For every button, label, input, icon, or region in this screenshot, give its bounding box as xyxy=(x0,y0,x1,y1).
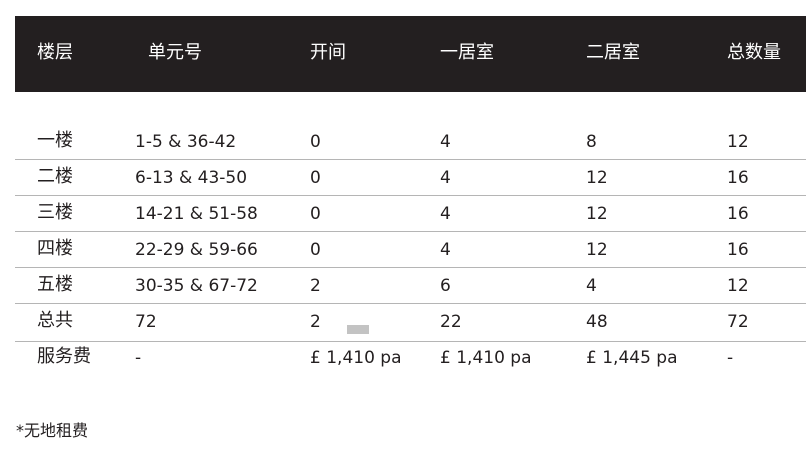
table-row: 服务费 - £ 1,410 pa £ 1,410 pa £ 1,445 pa - xyxy=(15,340,806,376)
header-studio: 开间 xyxy=(310,42,346,63)
table-cell: 三楼 xyxy=(37,202,73,223)
table-cell: 0 xyxy=(310,168,321,188)
footnote: *无地租费 xyxy=(16,421,89,440)
table-row: 一楼 1-5 & 36-42 0 4 8 12 xyxy=(15,124,806,160)
table-cell: 22 xyxy=(440,312,462,332)
header-two-bed: 二居室 xyxy=(586,42,640,63)
table-cell: 五楼 xyxy=(37,274,73,295)
table-cell: 0 xyxy=(310,132,321,152)
header-total: 总数量 xyxy=(727,42,781,63)
table-cell: 4 xyxy=(440,204,451,224)
table-row: 三楼 14-21 & 51-58 0 4 12 16 xyxy=(15,196,806,232)
row-divider xyxy=(15,231,806,232)
table-cell: 4 xyxy=(440,240,451,260)
table-cell: - xyxy=(727,348,734,368)
table-row: 二楼 6-13 & 43-50 0 4 12 16 xyxy=(15,160,806,196)
table-cell: 30-35 & 67-72 xyxy=(135,276,258,296)
header-units: 单元号 xyxy=(148,42,202,63)
row-divider xyxy=(15,195,806,196)
table-cell: 4 xyxy=(586,276,597,296)
table-cell: 48 xyxy=(586,312,608,332)
table-cell: 总共 xyxy=(37,310,73,331)
table-cell: 8 xyxy=(586,132,597,152)
table-cell: 12 xyxy=(586,204,608,224)
table-cell: 2 xyxy=(310,276,321,296)
table-cell: £ 1,410 pa xyxy=(440,348,532,368)
table-cell: 2 xyxy=(310,312,321,332)
row-divider xyxy=(15,341,806,342)
table-cell: 6-13 & 43-50 xyxy=(135,168,248,188)
table-cell: 16 xyxy=(727,168,749,188)
header-one-bed: 一居室 xyxy=(440,42,494,63)
table-cell: 二楼 xyxy=(37,166,73,187)
table-cell: 16 xyxy=(727,240,749,260)
table-cell: 12 xyxy=(586,240,608,260)
table-cell: 一楼 xyxy=(37,130,73,151)
table-cell: 72 xyxy=(135,312,157,332)
table-cell: 0 xyxy=(310,240,321,260)
table-cell: 四楼 xyxy=(37,238,73,259)
row-divider xyxy=(15,159,806,160)
table-cell: 12 xyxy=(727,132,749,152)
header-floor: 楼层 xyxy=(37,42,73,63)
table-cell: 12 xyxy=(586,168,608,188)
table-cell: 72 xyxy=(727,312,749,332)
resize-cursor-icon xyxy=(347,325,369,334)
table-cell: 服务费 xyxy=(37,346,91,367)
row-divider xyxy=(15,303,806,304)
table-header: 楼层 单元号 开间 一居室 二居室 总数量 xyxy=(15,16,806,92)
table-cell: £ 1,445 pa xyxy=(586,348,678,368)
table-row: 四楼 22-29 & 59-66 0 4 12 16 xyxy=(15,232,806,268)
table-cell: 0 xyxy=(310,204,321,224)
table-cell: 1-5 & 36-42 xyxy=(135,132,237,152)
table-cell: 6 xyxy=(440,276,451,296)
table-cell: 16 xyxy=(727,204,749,224)
table-cell: £ 1,410 pa xyxy=(310,348,402,368)
table-cell: 12 xyxy=(727,276,749,296)
table-cell: 14-21 & 51-58 xyxy=(135,204,258,224)
table-row: 五楼 30-35 & 67-72 2 6 4 12 xyxy=(15,268,806,304)
row-divider xyxy=(15,267,806,268)
table-cell: 22-29 & 59-66 xyxy=(135,240,258,260)
table-row: 总共 72 2 22 48 72 xyxy=(15,304,806,340)
table-cell: - xyxy=(135,348,142,368)
table-cell: 4 xyxy=(440,168,451,188)
table-cell: 4 xyxy=(440,132,451,152)
